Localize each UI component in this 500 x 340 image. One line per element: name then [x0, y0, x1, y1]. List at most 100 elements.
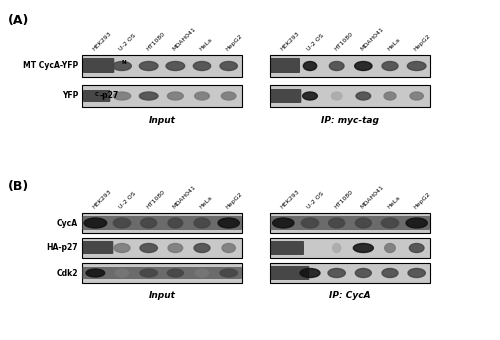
FancyBboxPatch shape [270, 89, 302, 103]
Bar [82, 55, 242, 77]
Ellipse shape [330, 62, 344, 70]
Bar [82, 263, 242, 283]
Ellipse shape [166, 62, 184, 70]
Ellipse shape [356, 269, 372, 277]
Text: N: N [122, 60, 126, 65]
Ellipse shape [114, 243, 130, 253]
Text: HeLa: HeLa [386, 195, 402, 210]
Text: HeLa: HeLa [198, 37, 214, 52]
FancyBboxPatch shape [270, 266, 310, 280]
Text: Input: Input [148, 291, 176, 300]
Text: HT1080: HT1080 [145, 189, 166, 210]
Ellipse shape [196, 269, 208, 277]
FancyBboxPatch shape [270, 216, 430, 230]
Text: (B): (B) [8, 180, 29, 193]
Text: U-2 OS: U-2 OS [306, 191, 326, 210]
Text: HepG2: HepG2 [413, 191, 432, 210]
Ellipse shape [406, 218, 427, 228]
Text: HA-p27: HA-p27 [46, 243, 78, 253]
Text: HEK293: HEK293 [280, 189, 301, 210]
Text: HEK293: HEK293 [280, 31, 301, 52]
FancyBboxPatch shape [82, 241, 114, 254]
Text: HeLa: HeLa [386, 37, 402, 52]
Ellipse shape [354, 62, 372, 70]
Ellipse shape [302, 218, 318, 228]
Ellipse shape [410, 243, 424, 253]
Ellipse shape [140, 92, 158, 100]
Text: IP: CycA: IP: CycA [329, 291, 371, 300]
Text: HepG2: HepG2 [225, 33, 244, 52]
Ellipse shape [194, 92, 210, 100]
Bar [82, 213, 242, 233]
Ellipse shape [382, 62, 398, 70]
Ellipse shape [194, 62, 210, 70]
Ellipse shape [140, 243, 158, 253]
Ellipse shape [168, 218, 182, 228]
Ellipse shape [382, 269, 398, 277]
Ellipse shape [408, 269, 426, 277]
Ellipse shape [354, 243, 374, 253]
Ellipse shape [300, 269, 320, 277]
Text: HepG2: HepG2 [225, 191, 244, 210]
Ellipse shape [194, 218, 210, 228]
Text: MDAH041: MDAH041 [360, 185, 385, 210]
Text: CycA: CycA [57, 219, 78, 227]
Ellipse shape [384, 92, 396, 100]
Text: Input: Input [148, 116, 176, 125]
FancyBboxPatch shape [83, 58, 114, 73]
Text: IP: myc-tag: IP: myc-tag [321, 116, 379, 125]
Ellipse shape [194, 243, 210, 253]
Text: HepG2: HepG2 [413, 33, 432, 52]
Ellipse shape [140, 218, 156, 228]
Text: HT1080: HT1080 [333, 31, 353, 52]
Text: U-2 OS: U-2 OS [306, 33, 326, 52]
Text: C: C [95, 92, 99, 97]
Text: HeLa: HeLa [198, 195, 214, 210]
Text: U-2 OS: U-2 OS [118, 33, 138, 52]
Text: MDAH041: MDAH041 [360, 27, 385, 52]
FancyBboxPatch shape [270, 241, 304, 255]
Ellipse shape [410, 92, 424, 100]
Ellipse shape [356, 218, 372, 228]
Text: MDAH041: MDAH041 [172, 185, 197, 210]
Text: HT1080: HT1080 [333, 189, 353, 210]
Ellipse shape [408, 62, 426, 70]
Bar [270, 85, 430, 107]
Ellipse shape [220, 62, 238, 70]
Text: Cdk2: Cdk2 [56, 269, 78, 277]
Ellipse shape [112, 62, 132, 70]
Ellipse shape [140, 269, 158, 277]
Text: -p27: -p27 [100, 91, 119, 101]
Ellipse shape [356, 92, 370, 100]
Ellipse shape [168, 269, 184, 277]
Ellipse shape [114, 92, 130, 100]
Text: YFP: YFP [62, 91, 78, 101]
Text: HEK293: HEK293 [92, 189, 113, 210]
Ellipse shape [220, 269, 238, 277]
Text: HEK293: HEK293 [92, 31, 113, 52]
Ellipse shape [328, 218, 344, 228]
FancyBboxPatch shape [270, 58, 300, 73]
Text: MT CycA-YFP: MT CycA-YFP [23, 62, 78, 70]
Bar [270, 263, 430, 283]
FancyBboxPatch shape [83, 90, 110, 102]
Bar [270, 55, 430, 77]
Text: (A): (A) [8, 14, 30, 27]
Text: U-2 OS: U-2 OS [118, 191, 138, 210]
Ellipse shape [328, 269, 345, 277]
Ellipse shape [116, 269, 128, 277]
Ellipse shape [168, 243, 182, 253]
Ellipse shape [168, 92, 184, 100]
Ellipse shape [86, 269, 104, 277]
Ellipse shape [272, 218, 294, 228]
Bar [82, 238, 242, 258]
Ellipse shape [114, 218, 130, 228]
Ellipse shape [332, 92, 342, 100]
Ellipse shape [140, 62, 158, 70]
Ellipse shape [84, 218, 106, 228]
Ellipse shape [384, 243, 396, 253]
Ellipse shape [302, 92, 318, 100]
Bar [270, 238, 430, 258]
FancyBboxPatch shape [82, 216, 242, 230]
Ellipse shape [222, 243, 235, 253]
